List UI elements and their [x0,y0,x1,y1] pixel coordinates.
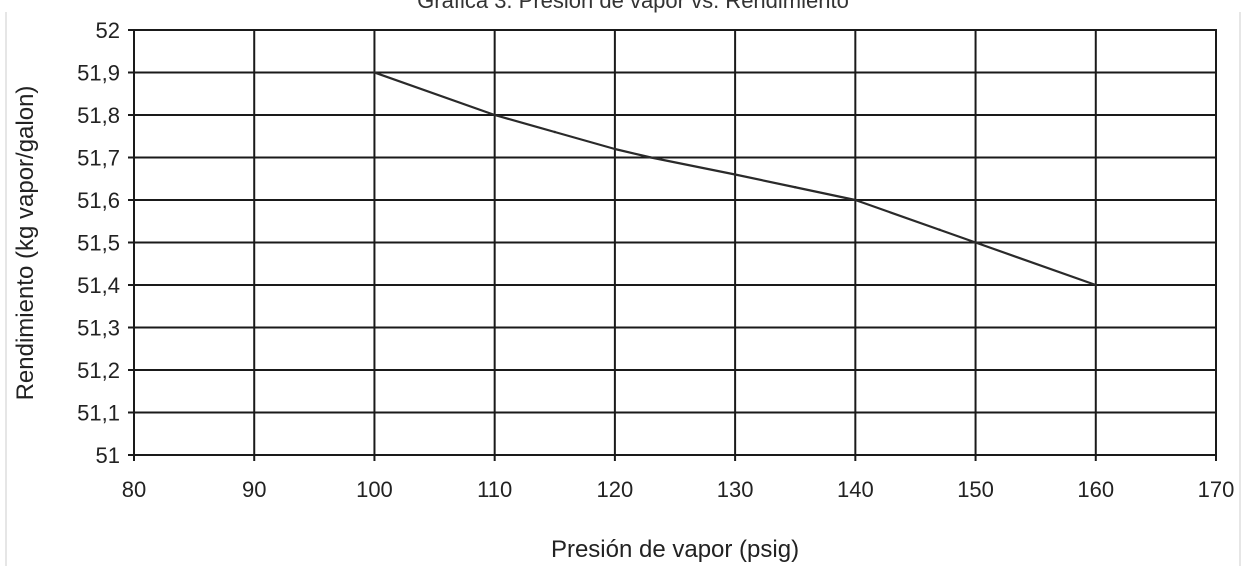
plot-frame [133,29,1217,456]
y-tick-label: 51,6 [77,188,120,213]
data-point [794,186,797,189]
data-point [493,113,496,117]
y-tick-label: 51,8 [77,103,120,128]
x-tick-label: 100 [356,477,393,502]
x-tick-label: 150 [957,477,994,502]
data-point [373,71,376,74]
x-tick-label: 140 [837,477,874,502]
data-point [1094,283,1097,287]
data-point [854,198,857,202]
y-tick-label: 51,1 [77,401,120,426]
data-point [938,228,941,231]
x-tick-label: 120 [597,477,634,502]
y-tick-label: 52 [96,18,120,43]
y-tick-label: 51,2 [77,358,120,383]
data-point [733,173,737,176]
y-tick-label: 51,3 [77,316,120,341]
x-tick-label: 80 [122,477,146,502]
y-tick-label: 51,4 [77,273,120,298]
y-tick-label: 51,5 [77,231,120,256]
x-tick-label: 130 [717,477,754,502]
series-layer [373,71,1097,287]
y-tick-label: 51 [96,443,120,468]
y-tick-label: 51,9 [77,61,120,86]
x-tick-label: 90 [242,477,266,502]
data-point [649,156,653,159]
y-tick-label: 51,7 [77,146,120,171]
grid [128,29,1217,461]
tick-labels: 80 90 100 110 120 130 140 150 160 170 51 51,1 51,2 51… [77,18,1234,502]
x-tick-label: 160 [1077,477,1114,502]
x-axis-title: Presión de vapor (psig) [551,536,799,563]
chart-title: Gráfica 3. Presión de vapor vs. Rendimie… [417,0,849,13]
x-tick-label: 170 [1198,477,1235,502]
x-tick-label: 110 [477,477,512,502]
data-point [613,147,617,151]
data-point [974,241,977,244]
data-point [553,130,556,134]
y-axis-title: Rendimiento (kg vapor/galon) [12,86,39,401]
